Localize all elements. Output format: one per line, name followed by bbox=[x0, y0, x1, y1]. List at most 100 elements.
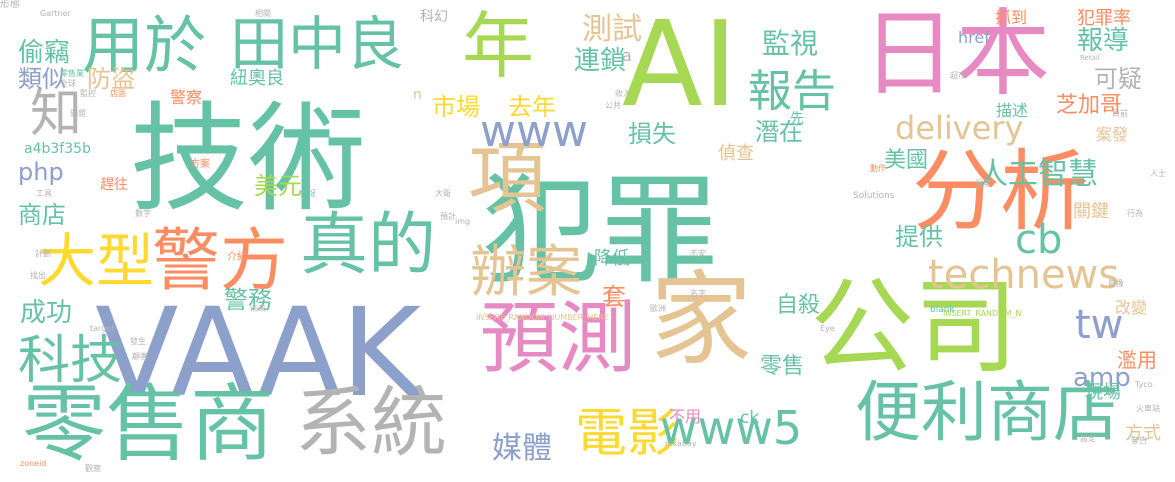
word-101: 火車站 bbox=[1136, 404, 1160, 413]
word-90: 方案 bbox=[190, 159, 210, 170]
word-blank-84: blank bbox=[930, 305, 955, 315]
word-33: 測試 bbox=[582, 12, 642, 47]
word-75: 先 bbox=[790, 111, 804, 127]
word-113: 工具 bbox=[36, 189, 52, 198]
word-97: 公共 bbox=[605, 101, 621, 110]
word-28: 知 bbox=[30, 84, 83, 144]
word-delivery-26: delivery bbox=[895, 109, 1024, 147]
word-vaak-4: VAAK bbox=[95, 282, 421, 424]
word-112: 找出 bbox=[30, 271, 46, 280]
word-3: 日本 bbox=[862, 0, 1051, 109]
word-34: 連鎖 bbox=[574, 46, 627, 76]
word-12: 年 bbox=[462, 4, 535, 88]
word-104: 全球 bbox=[60, 79, 76, 88]
word-img-85: img bbox=[455, 217, 471, 226]
word-6: 公司 bbox=[810, 266, 1019, 388]
word-119: 影像 bbox=[1108, 279, 1124, 288]
word-92: 預計 bbox=[440, 212, 456, 221]
word-a4b3f35b-72: a4b3f35b bbox=[24, 141, 91, 157]
word-120: 行為 bbox=[1127, 209, 1143, 218]
word-42: 芝加哥 bbox=[1056, 93, 1123, 118]
word-n-88: n bbox=[413, 87, 422, 103]
word-68: 抓到 bbox=[995, 8, 1028, 27]
word-107: 捕捉 bbox=[300, 189, 316, 198]
word-115: 相關 bbox=[255, 9, 271, 18]
word-73: 趕往 bbox=[100, 177, 128, 193]
word-67: 犯罪率 bbox=[1077, 8, 1131, 29]
word-ai-2: AI bbox=[622, 0, 738, 133]
word-100: 名字 bbox=[690, 289, 706, 298]
word-40: 去年 bbox=[508, 93, 556, 121]
word-24: 科技 bbox=[18, 331, 123, 391]
word-tyco-87: Tyco bbox=[1135, 380, 1153, 389]
word-www5-21: www5 bbox=[660, 401, 803, 455]
word-20: 電影 bbox=[575, 404, 680, 464]
word-62: 美國 bbox=[884, 148, 929, 173]
word-47: 潛在 bbox=[755, 118, 803, 146]
word-110: 未來 bbox=[250, 304, 266, 313]
word-href-69: href bbox=[958, 28, 990, 47]
word-111: 計劃 bbox=[35, 249, 51, 258]
word-35: 報導 bbox=[1077, 26, 1130, 56]
word-48: 偵查 bbox=[718, 143, 754, 164]
word-98: 不安 bbox=[690, 249, 706, 258]
word-99: 歐洲 bbox=[650, 304, 666, 313]
word-122: 目前 bbox=[1112, 109, 1128, 118]
word-cb-29: cb bbox=[1015, 217, 1063, 263]
word-0: 技術 bbox=[130, 90, 367, 228]
word-94: 人士 bbox=[1150, 169, 1166, 178]
word-solutions-78: Solutions bbox=[853, 191, 895, 201]
word-45: 商店 bbox=[18, 201, 66, 229]
word-pixabay-82: pixabay bbox=[665, 439, 697, 448]
word-eye-86: Eye bbox=[820, 324, 835, 333]
word-37: 類似 bbox=[18, 65, 66, 93]
word-16: 真的 bbox=[300, 206, 437, 285]
word-59: 方式 bbox=[1125, 423, 1161, 444]
word-18: 田中良 bbox=[230, 10, 405, 78]
word-103: 數字 bbox=[135, 209, 151, 218]
word-65: 案發 bbox=[1096, 125, 1129, 144]
word-amp-53: amp bbox=[1073, 363, 1131, 393]
word-32: 監視 bbox=[762, 27, 819, 60]
word-95: 程度 bbox=[975, 179, 991, 188]
word-1: 犯罪 bbox=[482, 162, 719, 300]
word-70: 警察 bbox=[170, 88, 203, 107]
word-19: 辦案 bbox=[470, 240, 582, 305]
word-php-43: php bbox=[18, 158, 64, 186]
word-9: 零售商 bbox=[22, 375, 275, 473]
word-52: 自殺 bbox=[776, 293, 821, 318]
word-31: 媒體 bbox=[492, 431, 552, 466]
word-55: 套 bbox=[602, 283, 626, 311]
word-zoneid-81: zoneid bbox=[20, 459, 47, 468]
word-96: 收入 bbox=[615, 89, 631, 98]
word-technews-25: technews bbox=[928, 252, 1120, 298]
word-74: 科幻 bbox=[420, 9, 448, 25]
word-54: 零售 bbox=[760, 354, 805, 379]
word-insert-random-n-77: INSERT_RANDOM_N bbox=[943, 309, 1022, 318]
word-116: 設定 bbox=[1080, 434, 1096, 443]
word-57: 不用 bbox=[669, 407, 702, 426]
word-a-89: a bbox=[622, 46, 632, 65]
word-5: 家 bbox=[650, 261, 752, 380]
word-www-23: www bbox=[480, 106, 588, 157]
word-15: 大型 bbox=[38, 227, 155, 295]
word-ck-58: ck bbox=[740, 408, 760, 428]
word-105: 零售業 bbox=[60, 69, 84, 78]
word-121: 超市 bbox=[950, 71, 966, 80]
word-49: 成功 bbox=[20, 298, 73, 328]
word-38: 防盜 bbox=[87, 65, 135, 93]
word-71: 紐奧良 bbox=[230, 68, 284, 89]
word-124: 形態 bbox=[0, 0, 20, 10]
word-109: 顧客 bbox=[132, 352, 148, 361]
word-41: 可疑 bbox=[1094, 65, 1142, 93]
word-7: 分析 bbox=[912, 140, 1089, 243]
word-93: 動作 bbox=[870, 164, 886, 173]
word-39: 市場 bbox=[432, 93, 480, 121]
word-11: 便利商店 bbox=[855, 374, 1119, 451]
word-tw-30: tw bbox=[1075, 302, 1124, 348]
word-61: 現場 bbox=[1085, 382, 1121, 403]
word-91: 大衛 bbox=[435, 189, 451, 198]
word-44: 美元 bbox=[254, 172, 302, 200]
word-target-83: target bbox=[90, 324, 115, 333]
